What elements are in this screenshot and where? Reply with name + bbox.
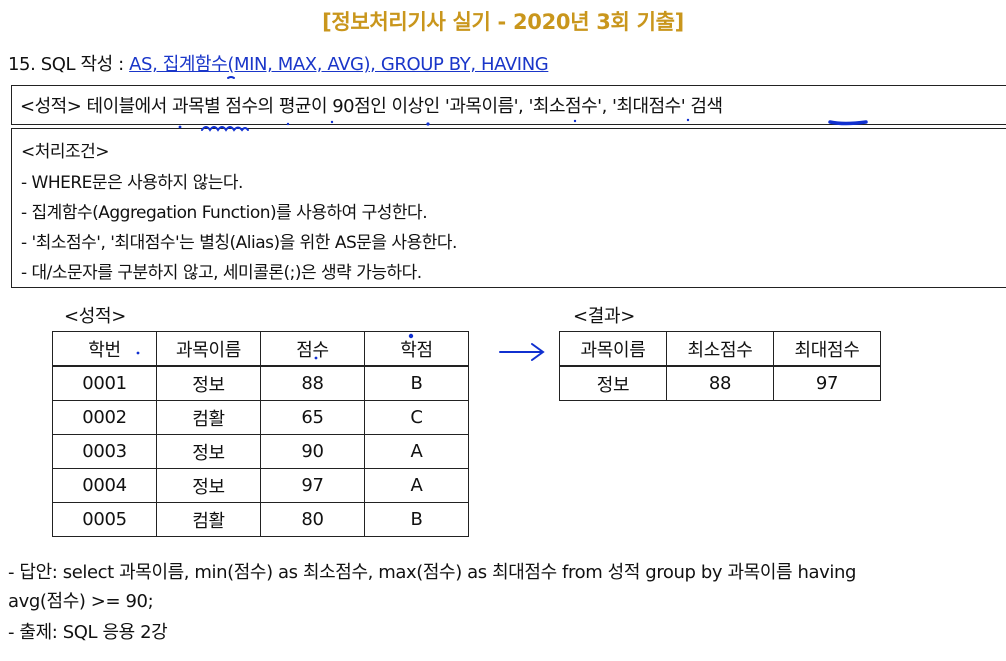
- question-number: 15. SQL 작성 :: [8, 54, 130, 75]
- table-header-cell: 최대점수: [773, 331, 881, 367]
- answer-line-2: avg(점수) >= 90;: [8, 591, 154, 612]
- table-cell: 97: [773, 365, 881, 401]
- table-cell: 97: [260, 468, 365, 503]
- question-line: 15. SQL 작성 : AS, 집계함수(MIN, MAX, AVG), GR…: [8, 50, 549, 76]
- table-header-row: 학번 과목이름 점수 학점: [52, 331, 469, 367]
- task-text: <성적> 테이블에서 과목별 점수의 평균이 90점인 이상인 '과목이름', …: [20, 96, 723, 117]
- grades-table: 학번 과목이름 점수 학점 0001 정보 88 B 0002 컴활 65 C …: [52, 331, 469, 537]
- table-row: 0004 정보 97 A: [52, 468, 469, 503]
- condition-item: - '최소점수', '최대점수'는 별칭(Alias)을 위한 AS문을 사용한…: [21, 233, 457, 253]
- table-cell: 0003: [52, 434, 157, 469]
- table-cell: 80: [260, 502, 365, 537]
- table-cell: A: [364, 434, 469, 469]
- condition-item: - 집계함수(Aggregation Function)를 사용하여 구성한다.: [21, 203, 428, 223]
- table-cell: C: [364, 400, 469, 435]
- table-cell: 정보: [156, 365, 261, 401]
- table-cell: 0004: [52, 468, 157, 503]
- conditions-box: <처리조건> - WHERE문은 사용하지 않는다. - 집계함수(Aggreg…: [11, 128, 1006, 288]
- table-header-cell: 학번: [52, 331, 157, 367]
- table-row: 0005 컴활 80 B: [52, 502, 469, 537]
- table-header-cell: 과목이름: [559, 331, 667, 367]
- table-header-cell: 학점: [364, 331, 469, 367]
- table-cell: 정보: [559, 365, 667, 401]
- table-cell: 0001: [52, 365, 157, 401]
- table-header-cell: 점수: [260, 331, 365, 367]
- answer-line-1: - 답안: select 과목이름, min(점수) as 최소점수, max(…: [8, 562, 856, 583]
- table-cell: B: [364, 502, 469, 537]
- condition-item: - 대/소문자를 구분하지 않고, 세미콜론(;)은 생략 가능하다.: [21, 263, 422, 283]
- table-row: 0003 정보 90 A: [52, 434, 469, 469]
- table-row: 0002 컴활 65 C: [52, 400, 469, 435]
- result-table: 과목이름 최소점수 최대점수 정보 88 97: [559, 331, 881, 401]
- table-cell: A: [364, 468, 469, 503]
- source-line: - 출제: SQL 응용 2강: [8, 622, 168, 643]
- condition-item: - WHERE문은 사용하지 않는다.: [21, 173, 243, 193]
- table-header-cell: 최소점수: [666, 331, 774, 367]
- task-box: <성적> 테이블에서 과목별 점수의 평균이 90점인 이상인 '과목이름', …: [11, 85, 1006, 125]
- conditions-heading: <처리조건>: [21, 142, 110, 162]
- grades-table-caption: <성적>: [64, 306, 127, 327]
- question-topic-link[interactable]: AS, 집계함수(MIN, MAX, AVG), GROUP BY, HAVIN…: [129, 54, 549, 75]
- table-cell: 정보: [156, 468, 261, 503]
- table-cell: 컴활: [156, 502, 261, 537]
- result-table-caption: <결과>: [573, 306, 636, 327]
- table-row: 0001 정보 88 B: [52, 365, 469, 401]
- table-header-cell: 과목이름: [156, 331, 261, 367]
- table-cell: 컴활: [156, 400, 261, 435]
- table-cell: 0002: [52, 400, 157, 435]
- table-cell: 90: [260, 434, 365, 469]
- table-cell: 88: [666, 365, 774, 401]
- table-cell: 65: [260, 400, 365, 435]
- table-cell: 정보: [156, 434, 261, 469]
- underline-mark: [227, 76, 235, 79]
- table-header-row: 과목이름 최소점수 최대점수: [559, 331, 881, 367]
- table-cell: B: [364, 365, 469, 401]
- page-title: [정보처리기사 실기 - 2020년 3회 기출]: [322, 10, 684, 34]
- table-cell: 0005: [52, 502, 157, 537]
- table-cell: 88: [260, 365, 365, 401]
- table-row: 정보 88 97: [559, 365, 881, 401]
- arrow-icon: [499, 343, 545, 361]
